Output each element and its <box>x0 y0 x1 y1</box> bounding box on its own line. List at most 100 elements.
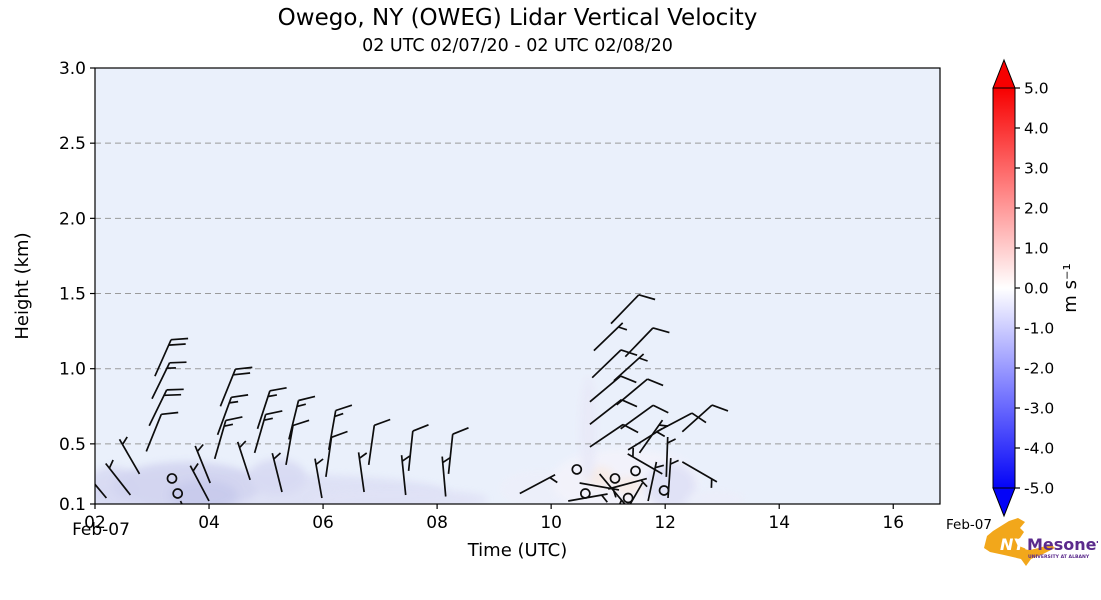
wind-barbs-layer <box>95 293 729 504</box>
wind-barb <box>145 411 179 452</box>
wind-barb <box>647 461 665 502</box>
colorbar-tick-label: -1.0 <box>1024 320 1054 338</box>
wind-barb <box>314 458 324 499</box>
wind-barb <box>357 452 368 493</box>
x-tick-label: 12 <box>654 513 676 533</box>
x-tick-label: 08 <box>426 513 448 533</box>
calm-wind-icon <box>630 465 641 477</box>
calm-wind-icon <box>166 473 178 484</box>
velocity-field-background <box>95 68 940 504</box>
wind-barb <box>568 493 608 503</box>
wind-barb <box>598 473 626 504</box>
wind-barb <box>610 293 656 325</box>
colorbar-tick-label: -5.0 <box>1024 480 1054 498</box>
wind-barb <box>105 459 132 496</box>
wind-barb <box>447 427 469 474</box>
y-tick-label: 0.1 <box>59 495 86 515</box>
x-tick-label: 16 <box>882 513 904 533</box>
logo-mesonet-text: Mesonet <box>1027 535 1098 554</box>
wind-barb <box>148 388 184 427</box>
wind-barb <box>629 482 644 504</box>
y-tick-label: 0.5 <box>59 435 86 455</box>
x-tick-label: 06 <box>312 513 334 533</box>
colorbar-tick-label: 3.0 <box>1024 160 1049 178</box>
wind-barb <box>665 436 676 477</box>
wind-barb <box>154 337 189 377</box>
wind-barb <box>627 447 663 475</box>
velocity-patch <box>579 376 597 482</box>
wind-barb <box>219 366 253 407</box>
wind-barb <box>95 483 108 499</box>
wind-barb <box>593 322 628 352</box>
colorbar-tick-label: 2.0 <box>1024 200 1049 218</box>
wind-barb <box>367 418 391 466</box>
wind-barb <box>253 410 283 454</box>
x-tick-label: 04 <box>198 513 220 533</box>
colorbar-tick-label: -4.0 <box>1024 440 1054 458</box>
wind-barb <box>638 419 669 454</box>
colorbar-tick-label: -2.0 <box>1024 360 1054 378</box>
y-tick-label: 1.0 <box>59 360 86 380</box>
wind-barb <box>589 423 639 448</box>
wind-barb <box>236 440 251 481</box>
wind-barb <box>407 424 429 471</box>
wind-barb <box>285 419 310 466</box>
wind-barb <box>589 375 637 403</box>
x-axis-label: Time (UTC) <box>467 540 568 561</box>
logo-nys-text: NYS <box>1000 535 1037 554</box>
wind-barb <box>519 473 558 495</box>
wind-barb <box>681 461 718 488</box>
colorbar-gradient <box>992 87 1016 489</box>
nys-mesonet-logo: NYS Mesonet UNIVERSITY AT ALBANY <box>984 518 1098 566</box>
velocity-shading-layer <box>95 376 745 504</box>
wind-barb <box>400 455 411 496</box>
wind-barb <box>607 477 648 490</box>
velocity-patch <box>169 479 238 504</box>
colorbar-tick-label: 4.0 <box>1024 120 1049 138</box>
wind-barb <box>118 436 141 475</box>
plot-frame <box>94 67 941 505</box>
x-tick-label: 02 <box>84 513 106 533</box>
axis-ticks: 02 04 06 08 10 12 14 16 3.0 2.5 2.0 1.5 1.0 0.5 0.1 <box>59 59 904 533</box>
ny-state-icon <box>984 518 1055 566</box>
colorbar: 5.0 4.0 3.0 2.0 1.0 0.0 -1.0 -2.0 -3.0 -4.0 -5.0 m … <box>992 58 1081 518</box>
x-axis-date-right: Feb-07 <box>946 517 992 533</box>
calm-wind-icon <box>172 488 184 499</box>
wind-barb <box>151 361 187 400</box>
wind-barb <box>194 443 211 484</box>
colorbar-arrow-up <box>992 58 1016 89</box>
y-tick-label: 2.5 <box>59 134 86 154</box>
colorbar-tick-label: 0.0 <box>1024 280 1049 298</box>
wind-barb <box>591 349 638 379</box>
y-tick-label: 3.0 <box>59 59 86 79</box>
y-tick-label: 2.0 <box>59 209 86 229</box>
calm-wind-icon <box>622 492 634 504</box>
wind-barb <box>441 456 451 497</box>
wind-barb <box>627 427 666 451</box>
logo-tagline-text: UNIVERSITY AT ALBANY <box>1028 554 1090 560</box>
x-tick-label: 14 <box>768 513 790 533</box>
chart-title: Owego, NY (OWEG) Lidar Vertical Velocity <box>277 5 758 31</box>
wind-barb <box>327 404 353 451</box>
colorbar-unit-label: m s⁻¹ <box>1060 263 1081 312</box>
calm-wind-icon <box>609 473 621 484</box>
wind-barb <box>620 404 669 430</box>
wind-barb <box>589 398 638 425</box>
wind-barb <box>271 452 283 493</box>
calm-wind-icon <box>571 464 583 475</box>
wind-barb <box>288 395 316 440</box>
colorbar-tick-label: -3.0 <box>1024 400 1054 418</box>
wind-barb <box>667 458 679 499</box>
wind-barb <box>256 386 287 430</box>
colorbar-tick-label: 1.0 <box>1024 240 1049 258</box>
wind-barb <box>624 327 670 358</box>
velocity-patch <box>645 463 697 504</box>
velocity-patch <box>305 488 489 504</box>
y-tick-label: 1.5 <box>59 285 86 305</box>
x-axis-date-left: Feb-07 <box>72 520 130 540</box>
velocity-patch <box>687 490 745 504</box>
x-tick-label: 10 <box>540 513 562 533</box>
chart-subtitle: 02 UTC 02/07/20 - 02 UTC 02/08/20 <box>362 36 673 56</box>
